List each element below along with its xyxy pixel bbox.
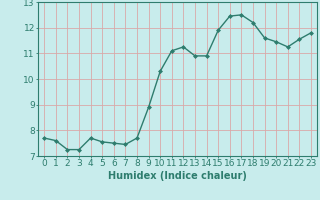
X-axis label: Humidex (Indice chaleur): Humidex (Indice chaleur): [108, 171, 247, 181]
